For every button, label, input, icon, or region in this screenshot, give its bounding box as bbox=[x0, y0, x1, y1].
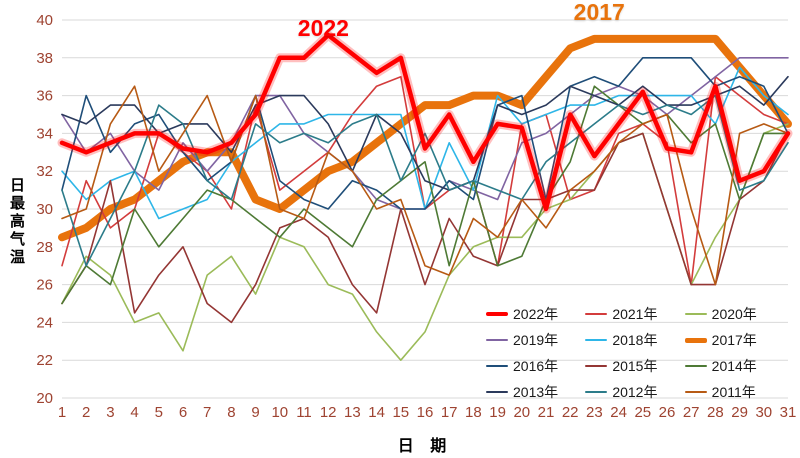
legend-line-swatch bbox=[684, 365, 707, 367]
legend-label: 2020年 bbox=[711, 306, 757, 322]
x-tick-label: 1 bbox=[58, 404, 66, 421]
x-tick-label: 31 bbox=[780, 404, 797, 421]
legend-label: 2016年 bbox=[513, 358, 559, 374]
x-axis-title: 日 期 bbox=[397, 438, 453, 455]
x-tick-label: 27 bbox=[683, 404, 700, 421]
legend-item-2017年: 2017年 bbox=[684, 330, 778, 350]
legend-item-2013年: 2013年 bbox=[486, 382, 579, 402]
legend-label: 2011年 bbox=[711, 384, 756, 400]
y-tick-label: 38 bbox=[36, 50, 53, 67]
series-line-2015年 bbox=[61, 132, 789, 324]
y-tick-label: 22 bbox=[36, 352, 53, 369]
y-tick-label: 26 bbox=[36, 277, 53, 294]
legend-label: 2012年 bbox=[612, 384, 658, 400]
x-tick-label: 20 bbox=[513, 404, 530, 421]
x-tick-label: 7 bbox=[203, 404, 211, 421]
legend-item-2021年: 2021年 bbox=[585, 304, 678, 324]
x-tick-label: 13 bbox=[344, 404, 361, 421]
x-tick-label: 10 bbox=[271, 404, 288, 421]
y-tick-label: 20 bbox=[36, 390, 53, 407]
legend-item-2018年: 2018年 bbox=[585, 330, 678, 350]
x-tick-label: 3 bbox=[106, 404, 114, 421]
legend-line-swatch bbox=[486, 312, 508, 316]
x-tick-label: 22 bbox=[562, 404, 579, 421]
legend-line-swatch bbox=[585, 339, 608, 341]
x-tick-label: 25 bbox=[634, 404, 651, 421]
legend-item-2022年: 2022年 bbox=[486, 304, 579, 324]
legend-line-swatch bbox=[684, 391, 707, 393]
legend-label: 2019年 bbox=[513, 332, 559, 348]
x-tick-label: 28 bbox=[707, 404, 724, 421]
x-tick-label: 29 bbox=[731, 404, 748, 421]
series-line-2012年 bbox=[61, 94, 789, 267]
legend-item-2014年: 2014年 bbox=[684, 356, 778, 376]
legend-line-swatch bbox=[684, 313, 707, 315]
y-tick-label: 30 bbox=[36, 201, 53, 218]
legend-line-swatch bbox=[585, 391, 608, 393]
legend-label: 2017年 bbox=[711, 332, 757, 348]
y-tick-label: 36 bbox=[36, 88, 53, 105]
legend-line-swatch bbox=[486, 365, 508, 367]
legend-label: 2013年 bbox=[513, 384, 559, 400]
y-tick-label: 40 bbox=[36, 12, 53, 29]
x-tick-label: 12 bbox=[320, 404, 337, 421]
legend-line-swatch bbox=[486, 339, 508, 341]
legend-label: 2022年 bbox=[513, 306, 559, 322]
legend-line-swatch bbox=[585, 313, 608, 315]
x-tick-label: 23 bbox=[586, 404, 603, 421]
x-tick-label: 18 bbox=[465, 404, 482, 421]
legend-line-swatch bbox=[684, 337, 707, 343]
x-tick-label: 9 bbox=[251, 404, 259, 421]
x-tick-label: 11 bbox=[296, 404, 312, 421]
x-tick-label: 5 bbox=[155, 404, 163, 421]
x-tick-label: 30 bbox=[755, 404, 772, 421]
series-line-2017年 bbox=[58, 34, 792, 242]
series-line-2011年 bbox=[61, 85, 789, 286]
series-line-2022年 bbox=[57, 30, 793, 214]
y-tick-label: 28 bbox=[36, 239, 53, 256]
legend-item-2020年: 2020年 bbox=[684, 304, 778, 324]
x-tick-label: 8 bbox=[227, 404, 235, 421]
legend-item-2015年: 2015年 bbox=[585, 356, 678, 376]
x-tick-label: 17 bbox=[441, 404, 458, 421]
legend-line-swatch bbox=[486, 391, 508, 393]
x-tick-label: 16 bbox=[417, 404, 434, 421]
legend: 2022年 2021年 2020年 2019年 2018年 2017年 2016年 2015年… bbox=[486, 304, 778, 402]
series-line-2014年 bbox=[61, 85, 789, 305]
annotation-2022: 2022 bbox=[297, 14, 349, 41]
series-line-2022年 bbox=[59, 32, 791, 212]
legend-item-2019年: 2019年 bbox=[486, 330, 579, 350]
x-tick-label: 2 bbox=[82, 404, 90, 421]
legend-line-swatch bbox=[585, 365, 608, 367]
x-tick-label: 6 bbox=[179, 404, 187, 421]
legend-item-2016年: 2016年 bbox=[486, 356, 579, 376]
legend-label: 2018年 bbox=[612, 332, 658, 348]
y-tick-label: 32 bbox=[36, 163, 53, 180]
y-axis-title: 日最高气温 bbox=[8, 176, 25, 267]
annotation-2017: 2017 bbox=[573, 0, 625, 26]
x-tick-label: 4 bbox=[130, 404, 138, 421]
x-tick-label: 21 bbox=[538, 404, 555, 421]
legend-label: 2015年 bbox=[612, 358, 658, 374]
y-tick-label: 34 bbox=[36, 125, 53, 142]
x-tick-label: 15 bbox=[392, 404, 409, 421]
series-line-2016年 bbox=[61, 56, 789, 210]
legend-label: 2014年 bbox=[711, 358, 757, 374]
x-tick-label: 24 bbox=[610, 404, 627, 421]
x-tick-label: 26 bbox=[659, 404, 676, 421]
y-tick-label: 24 bbox=[36, 314, 53, 331]
legend-item-2012年: 2012年 bbox=[585, 382, 678, 402]
legend-item-2011年: 2011年 bbox=[684, 382, 778, 402]
x-tick-label: 14 bbox=[368, 404, 385, 421]
legend-label: 2021年 bbox=[612, 306, 658, 322]
x-tick-label: 19 bbox=[489, 404, 506, 421]
